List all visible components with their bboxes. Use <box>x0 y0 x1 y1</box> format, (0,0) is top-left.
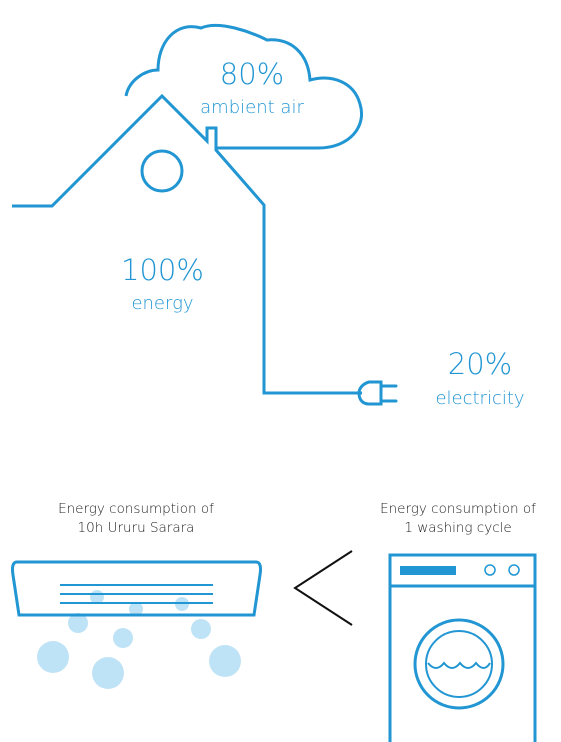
right-caption-line-1: Energy consumption of <box>380 501 536 517</box>
washing-machine-icon <box>388 553 537 742</box>
air-bubble <box>129 602 143 616</box>
air-conditioner-icon <box>11 560 262 689</box>
house-icon <box>12 93 362 395</box>
air-bubble <box>90 590 104 604</box>
plug-body <box>357 380 383 406</box>
air-bubble <box>68 613 88 633</box>
ambient-air-percentage: 80% <box>219 57 285 91</box>
door-outer-ring <box>413 618 505 710</box>
electricity-label: electricity <box>435 388 525 409</box>
less-than-sign <box>293 550 353 626</box>
left-caption-line-1: Energy consumption of <box>58 501 214 517</box>
door-inner-ring <box>425 630 493 698</box>
air-bubble <box>37 641 69 673</box>
cloud-icon <box>124 23 363 150</box>
left-caption-line-2: 10h Ururu Sarara <box>77 520 195 536</box>
air-bubble <box>92 657 124 689</box>
house-outline <box>12 93 362 395</box>
left-caption: Energy consumption of 10h Ururu Sarara <box>36 500 236 538</box>
right-caption: Energy consumption of 1 washing cycle <box>368 500 548 538</box>
air-bubble <box>209 645 241 677</box>
water-wave-icon <box>427 661 491 669</box>
energy-percentage: 100% <box>121 253 204 287</box>
display-icon <box>400 566 456 575</box>
plug-icon <box>357 380 398 406</box>
electricity-percentage: 20% <box>447 347 513 381</box>
round-window-icon <box>140 149 184 193</box>
knob-icon <box>508 564 520 576</box>
knob-icon <box>484 564 496 576</box>
air-bubble <box>113 628 133 648</box>
energy-label: energy <box>131 293 194 314</box>
air-bubble <box>191 619 211 639</box>
air-conditioner-body <box>11 560 262 617</box>
right-caption-line-2: 1 washing cycle <box>404 520 512 536</box>
ambient-air-label: ambient air <box>200 97 304 118</box>
washing-machine-body <box>388 553 537 742</box>
